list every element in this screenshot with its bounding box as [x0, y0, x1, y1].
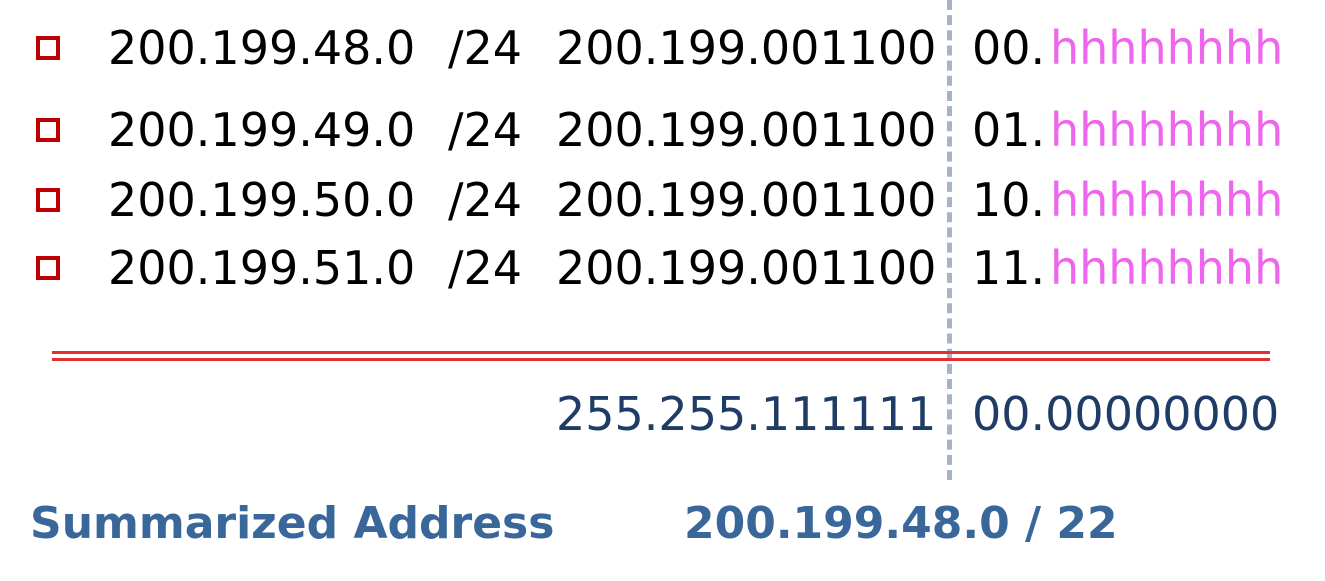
host-bits: hhhhhhhh: [1050, 173, 1284, 227]
binary-varying-bits: 10.: [972, 173, 1046, 227]
subnet-row: 200.199.48.0 /24 200.199.001100 00. hhhh…: [0, 18, 1325, 78]
binary-varying-bits: 00.: [972, 21, 1046, 75]
prefix-length: /24: [448, 241, 523, 295]
square-bullet-icon: [36, 188, 60, 212]
summary-value: 200.199.48.0 / 22: [684, 498, 1118, 549]
binary-network-bits: 200.199.001100: [556, 21, 937, 75]
binary-varying-bits: 01.: [972, 103, 1046, 157]
network-address: 200.199.49.0: [108, 103, 416, 157]
mask-network-bits: 255.255.111111: [556, 387, 937, 441]
host-bits: hhhhhhhh: [1050, 21, 1284, 75]
binary-network-bits: 200.199.001100: [556, 241, 937, 295]
subnet-row: 200.199.50.0 /24 200.199.001100 10. hhhh…: [0, 170, 1325, 230]
square-bullet-icon: [36, 256, 60, 280]
network-address: 200.199.51.0: [108, 241, 416, 295]
binary-network-bits: 200.199.001100: [556, 103, 937, 157]
prefix-length: /24: [448, 173, 523, 227]
subnet-row: 200.199.49.0 /24 200.199.001100 01. hhhh…: [0, 100, 1325, 160]
square-bullet-icon: [36, 118, 60, 142]
prefix-boundary-divider: [947, 0, 952, 480]
subnet-row: 200.199.51.0 /24 200.199.001100 11. hhhh…: [0, 238, 1325, 298]
host-bits: hhhhhhhh: [1050, 103, 1284, 157]
prefix-length: /24: [448, 103, 523, 157]
prefix-length: /24: [448, 21, 523, 75]
separator-line-top: [52, 351, 1270, 354]
network-address: 200.199.48.0: [108, 21, 416, 75]
binary-network-bits: 200.199.001100: [556, 173, 937, 227]
host-bits: hhhhhhhh: [1050, 241, 1284, 295]
separator-line-bottom: [52, 358, 1270, 361]
network-address: 200.199.50.0: [108, 173, 416, 227]
binary-varying-bits: 11.: [972, 241, 1046, 295]
square-bullet-icon: [36, 36, 60, 60]
summary-label: Summarized Address: [30, 498, 555, 549]
mask-host-bits: 00.00000000: [972, 387, 1280, 441]
